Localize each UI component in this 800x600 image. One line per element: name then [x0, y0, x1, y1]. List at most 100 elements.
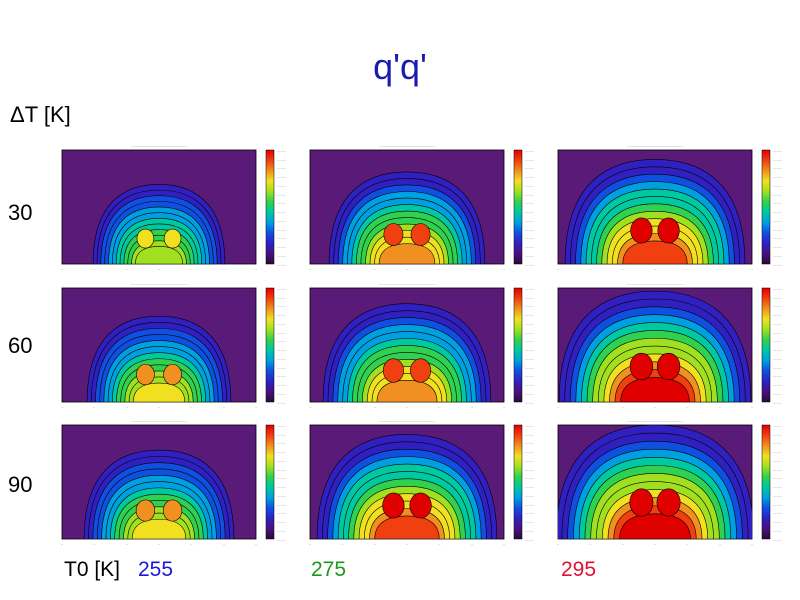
colorbar-tick-label: ......... — [525, 313, 534, 317]
x-tick-label: .. — [589, 404, 591, 409]
core-blob — [163, 228, 182, 249]
colorbar-tick-label: ......... — [525, 467, 534, 471]
colorbar-tick-label: ......... — [525, 210, 534, 214]
colorbar-tick-label: ......... — [773, 236, 782, 240]
panel-header: ........................................… — [379, 143, 435, 148]
colorbar-tick-label: ......... — [773, 339, 782, 343]
core-blob — [657, 217, 680, 244]
colorbar — [761, 424, 771, 540]
x-tick-label: .. — [255, 541, 257, 546]
panel-header: ........................................… — [627, 418, 683, 423]
colorbar-tick-label: ......... — [277, 357, 286, 361]
colorbar-tick-label: ......... — [773, 219, 782, 223]
colorbar-tick-label: ......... — [525, 330, 534, 334]
core-blob — [409, 492, 432, 519]
x-tick-label: .. — [751, 266, 753, 271]
x-tick-label: .. — [61, 404, 63, 409]
colorbar-tick-label: ......... — [525, 245, 534, 249]
colorbar-tick-label: ......... — [525, 192, 534, 196]
colorbar-tick-label: ......... — [277, 401, 286, 405]
colorbar-tick-label: ......... — [773, 383, 782, 387]
x-tick-label: .. — [654, 266, 656, 271]
x-tick-label: .. — [374, 541, 376, 546]
x-tick-label: .. — [341, 266, 343, 271]
colorbar-tick-label: ......... — [773, 184, 782, 188]
x-tick-label: .. — [719, 541, 721, 546]
colorbar-tick-label: ......... — [773, 313, 782, 317]
x-tick-label: .. — [406, 541, 408, 546]
row-label-60: 60 — [8, 333, 33, 358]
colorbar-tick-label: ......... — [277, 304, 286, 308]
colorbar-tick-label: ......... — [773, 476, 782, 480]
colorbar-tick-label: ......... — [277, 219, 286, 223]
colorbar-tick-label: ......... — [277, 424, 286, 428]
colorbar-tick-label: ......... — [277, 476, 286, 480]
panel-header: ........................................… — [379, 281, 435, 286]
x-tick-label: .. — [589, 541, 591, 546]
x-tick-label: .. — [158, 404, 160, 409]
colorbar-tick-label: ......... — [525, 476, 534, 480]
colorbar-tick-label: ......... — [277, 236, 286, 240]
colorbar-tick-label: ......... — [773, 529, 782, 533]
colorbar-tick-label: ......... — [525, 365, 534, 369]
colorbar-tick-label: ......... — [277, 432, 286, 436]
x-tick-label: .. — [158, 266, 160, 271]
colorbar — [761, 287, 771, 403]
colorbar-tick-label: ......... — [773, 245, 782, 249]
colorbar-tick-label: ......... — [525, 485, 534, 489]
colorbar-tick-label: ......... — [277, 254, 286, 258]
panel-r1-c0: ........................................… — [61, 281, 286, 409]
row-axis-label: ΔT [K] — [10, 102, 71, 127]
core-blob — [382, 492, 405, 519]
x-tick-label: .. — [190, 404, 192, 409]
colorbar-tick-label: ......... — [277, 365, 286, 369]
x-tick-label: .. — [438, 404, 440, 409]
row-label-30: 30 — [8, 200, 33, 225]
x-tick-label: .. — [438, 541, 440, 546]
colorbar-tick-label: ......... — [525, 383, 534, 387]
colorbar — [513, 287, 523, 403]
x-tick-label: .. — [341, 404, 343, 409]
x-tick-label: .. — [309, 266, 311, 271]
colorbar-tick-label: ......... — [277, 459, 286, 463]
colorbar-tick-label: ......... — [773, 227, 782, 231]
colorbar-tick-label: ......... — [773, 357, 782, 361]
panel-r0-c2: ........................................… — [557, 143, 782, 271]
colorbar-tick-label: ......... — [525, 450, 534, 454]
x-tick-label: .. — [255, 266, 257, 271]
colorbar-tick-label: ......... — [525, 322, 534, 326]
colorbar-tick-label: ......... — [525, 538, 534, 542]
contour-level — [378, 243, 436, 264]
x-tick-label: .. — [223, 266, 225, 271]
x-tick-label: .. — [374, 266, 376, 271]
x-tick-label: .. — [190, 541, 192, 546]
colorbar-tick-label: ......... — [773, 348, 782, 352]
colorbar-tick-label: ......... — [525, 184, 534, 188]
colorbar — [513, 424, 523, 540]
x-tick-label: .. — [622, 541, 624, 546]
colorbar-tick-label: ......... — [525, 149, 534, 153]
colorbar-tick-label: ......... — [277, 287, 286, 291]
colorbar-tick-label: ......... — [525, 236, 534, 240]
x-tick-label: .. — [471, 541, 473, 546]
colorbar-tick-label: ......... — [773, 201, 782, 205]
x-tick-label: .. — [503, 541, 505, 546]
contour-level — [376, 379, 438, 402]
colorbar-tick-label: ......... — [277, 529, 286, 533]
core-blob — [163, 363, 182, 386]
colorbar-tick-label: ......... — [525, 254, 534, 258]
colorbar-tick-label: ......... — [277, 392, 286, 396]
colorbar-tick-label: ......... — [773, 392, 782, 396]
colorbar-tick-label: ......... — [525, 175, 534, 179]
panel-header: ........................................… — [131, 281, 187, 286]
colorbar-tick-label: ......... — [773, 322, 782, 326]
panel-header: ........................................… — [627, 143, 683, 148]
colorbar-tick-label: ......... — [773, 304, 782, 308]
colorbar-tick-label: ......... — [277, 192, 286, 196]
colorbar-tick-label: ......... — [277, 450, 286, 454]
panel-r2-c1: ........................................… — [309, 418, 534, 546]
x-tick-label: .. — [93, 404, 95, 409]
x-tick-label: .. — [374, 404, 376, 409]
colorbar-tick-label: ......... — [773, 401, 782, 405]
